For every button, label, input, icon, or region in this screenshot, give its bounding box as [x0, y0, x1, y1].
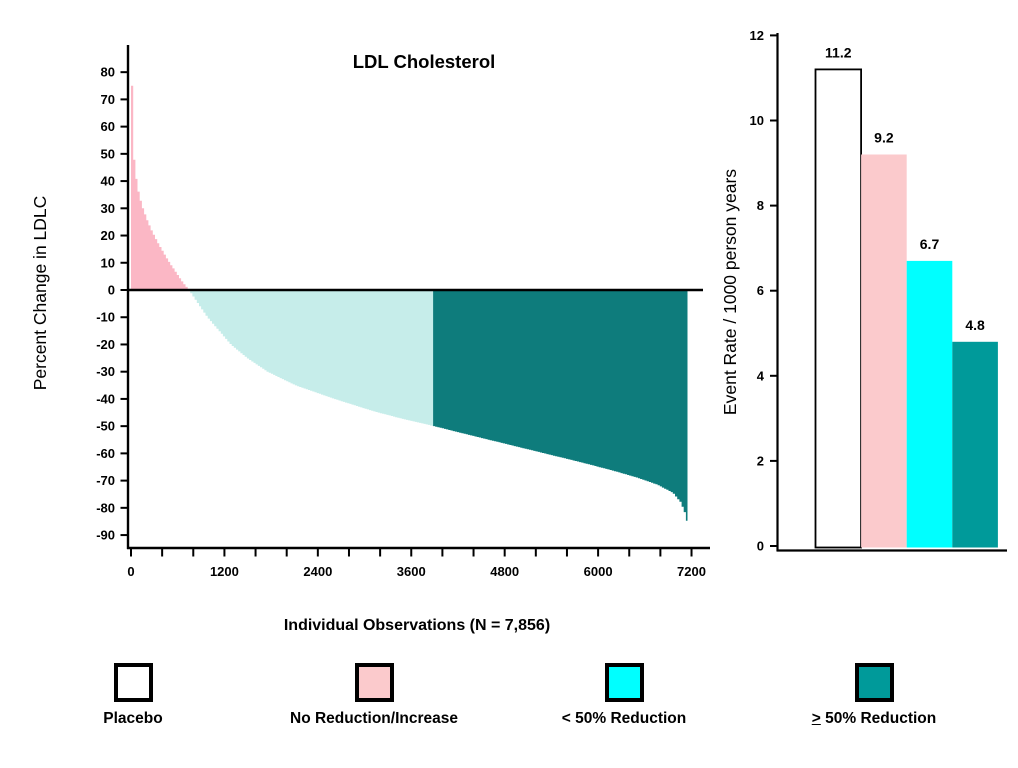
x-tick-label: 2400: [303, 564, 332, 579]
left-x-axis-label: Individual Observations (N = 7,856): [284, 617, 550, 634]
legend-item-lt50: < 50% Reduction: [504, 663, 744, 728]
waterfall-region-0: [131, 85, 189, 290]
legend-label-placebo: Placebo: [103, 710, 163, 727]
x-tick-label: 0: [127, 564, 134, 579]
legend-item-no-reduction: No Reduction/Increase: [254, 663, 494, 728]
y-tick-label: 2: [757, 453, 764, 468]
y-tick-label: 40: [101, 174, 115, 189]
waterfall-areas: [131, 85, 688, 533]
legend-swatch-placebo: [113, 663, 153, 702]
legend-swatch-lt50: [604, 663, 644, 702]
legend-item-ge50: > 50% Reduction: [754, 663, 994, 728]
waterfall-region-1: [188, 290, 434, 427]
y-tick-label: -40: [96, 391, 115, 406]
legend-label-no-reduction: No Reduction/Increase: [290, 710, 458, 727]
y-tick-label: 6: [757, 283, 764, 298]
x-tick-label: 6000: [584, 564, 613, 579]
bar-0: [814, 68, 862, 549]
bar-value-label-1: 9.2: [874, 130, 894, 146]
y-tick-label: 12: [750, 28, 764, 43]
y-tick-label: 4: [757, 368, 765, 383]
ge-underlined-prefix: >: [811, 710, 821, 727]
y-tick-label: 50: [101, 146, 115, 161]
legend-swatch-no-reduction: [354, 663, 394, 702]
x-tick-label: 3600: [397, 564, 426, 579]
y-tick-label: -80: [96, 500, 115, 515]
waterfall-axes: 80 70 60 50 40 30 20 10 0 -10 -20 -30 -40 -50 -60 -70 -8…: [96, 45, 710, 579]
y-tick-label: -20: [96, 337, 115, 352]
waterfall-chart: 80 70 60 50 40 30 20 10 0 -10 -20 -30 -40 -50 -60 -70 -8…: [30, 45, 710, 634]
bar-chart: 0 2 4 6 8 10 12 11.2 9.2 6.7 4.8 Event Rate / 1000…: [720, 28, 1007, 554]
right-y-axis-label: Event Rate / 1000 person years: [720, 169, 740, 415]
y-tick-label: 60: [101, 119, 115, 134]
x-tick-label: 7200: [677, 564, 706, 579]
bar-2: [906, 260, 953, 548]
x-tick-label: 1200: [210, 564, 239, 579]
waterfall-region-2: [433, 290, 688, 533]
legend-label-lt50: < 50% Reduction: [561, 710, 687, 727]
y-tick-label: 0: [757, 539, 764, 554]
y-tick-label: 30: [101, 201, 115, 216]
y-tick-label: -50: [96, 419, 115, 434]
x-tick-label: 4800: [490, 564, 519, 579]
legend-item-placebo: Placebo: [13, 663, 253, 728]
left-y-axis-label: Percent Change in LDLC: [30, 196, 50, 391]
legend-label-ge50-text: 50% Reduction: [825, 710, 937, 727]
y-tick-label: 8: [757, 198, 764, 213]
bar-1: [861, 154, 907, 548]
y-tick-label: 0: [108, 283, 115, 298]
bar-value-label-3: 4.8: [965, 317, 985, 333]
legend-swatch-ge50: [854, 663, 894, 702]
y-tick-label: -60: [96, 446, 115, 461]
bar-3: [952, 341, 998, 548]
y-tick-label: -90: [96, 528, 115, 543]
bar-value-label-0: 11.2: [825, 44, 852, 60]
left-chart-title: LDL Cholesterol: [353, 51, 496, 72]
y-tick-label: 70: [101, 92, 115, 107]
y-tick-label: -70: [96, 473, 115, 488]
y-tick-label: 80: [101, 65, 115, 80]
y-tick-label: -10: [96, 310, 115, 325]
y-tick-label: 10: [101, 255, 115, 270]
y-tick-label: 20: [101, 228, 115, 243]
y-tick-label: 10: [750, 113, 764, 128]
legend-label-ge50: > 50% Reduction: [754, 710, 994, 728]
bar-value-label-2: 6.7: [920, 236, 940, 252]
legend: Placebo No Reduction/Increase < 50% Redu…: [0, 663, 1018, 753]
bar-chart-content: 0 2 4 6 8 10 12 11.2 9.2 6.7 4.8: [750, 28, 1007, 554]
y-tick-label: -30: [96, 364, 115, 379]
